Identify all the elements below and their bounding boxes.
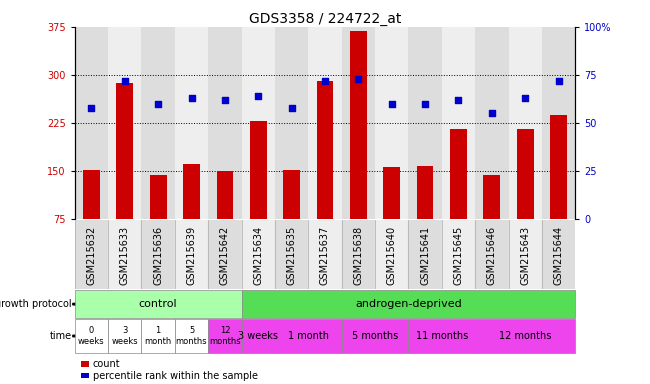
Point xyxy=(287,104,297,111)
Text: 3 weeks: 3 weeks xyxy=(239,331,278,341)
Bar xyxy=(150,175,166,219)
Bar xyxy=(83,170,100,219)
Point xyxy=(153,101,163,107)
Text: GSM215639: GSM215639 xyxy=(187,225,196,285)
Bar xyxy=(308,27,342,219)
Bar xyxy=(550,115,567,219)
Text: GSM215646: GSM215646 xyxy=(487,225,497,285)
Point xyxy=(453,97,463,103)
Point xyxy=(86,104,97,111)
Point xyxy=(487,110,497,116)
Bar xyxy=(484,175,501,219)
Bar xyxy=(116,83,133,219)
Text: GSM215636: GSM215636 xyxy=(153,225,163,285)
Text: GSM215644: GSM215644 xyxy=(554,225,564,285)
Bar xyxy=(442,27,475,219)
Bar xyxy=(517,129,534,219)
Point xyxy=(353,76,363,82)
Bar xyxy=(242,220,275,289)
Text: growth protocol: growth protocol xyxy=(0,299,72,309)
Bar xyxy=(142,27,175,219)
Point xyxy=(520,95,530,101)
Bar xyxy=(384,167,400,219)
Text: 12 months: 12 months xyxy=(499,331,551,341)
Point xyxy=(220,97,230,103)
Bar xyxy=(408,220,442,289)
Bar xyxy=(108,220,142,289)
Text: GSM215643: GSM215643 xyxy=(520,225,530,285)
Bar xyxy=(508,27,542,219)
Text: 3
weeks: 3 weeks xyxy=(112,326,138,346)
Text: 1 month: 1 month xyxy=(288,331,329,341)
Bar xyxy=(542,27,575,219)
Bar xyxy=(375,27,408,219)
Point xyxy=(120,78,130,84)
Text: time: time xyxy=(49,331,72,341)
Text: GSM215642: GSM215642 xyxy=(220,225,230,285)
Bar xyxy=(108,27,142,219)
Bar xyxy=(342,27,375,219)
Text: GSM215635: GSM215635 xyxy=(287,225,296,285)
Text: 1
month: 1 month xyxy=(144,326,172,346)
Bar xyxy=(75,27,108,219)
Text: 5
months: 5 months xyxy=(176,326,207,346)
Bar xyxy=(142,220,175,289)
Point xyxy=(320,78,330,84)
Bar xyxy=(308,220,342,289)
Bar xyxy=(508,220,542,289)
Bar xyxy=(216,171,233,219)
Text: 0
weeks: 0 weeks xyxy=(78,326,105,346)
Bar xyxy=(208,220,242,289)
Point xyxy=(187,95,197,101)
Bar xyxy=(250,121,266,219)
Text: GSM215633: GSM215633 xyxy=(120,225,130,285)
Text: control: control xyxy=(139,299,177,309)
Bar xyxy=(242,27,275,219)
Text: GSM215641: GSM215641 xyxy=(420,225,430,285)
Text: androgen-deprived: androgen-deprived xyxy=(355,299,462,309)
Bar xyxy=(442,220,475,289)
Point xyxy=(553,78,564,84)
Text: GSM215634: GSM215634 xyxy=(254,225,263,285)
Bar xyxy=(283,170,300,219)
Bar xyxy=(275,220,308,289)
Text: 5 months: 5 months xyxy=(352,331,398,341)
Text: 12
months: 12 months xyxy=(209,326,240,346)
Bar xyxy=(408,27,442,219)
Bar xyxy=(208,27,242,219)
Text: GDS3358 / 224722_at: GDS3358 / 224722_at xyxy=(249,12,401,25)
Point xyxy=(420,101,430,107)
Text: 11 months: 11 months xyxy=(415,331,468,341)
Bar xyxy=(450,129,467,219)
Bar xyxy=(542,220,575,289)
Bar xyxy=(375,220,408,289)
Text: percentile rank within the sample: percentile rank within the sample xyxy=(93,371,258,381)
Text: count: count xyxy=(93,359,120,369)
Text: GSM215640: GSM215640 xyxy=(387,225,396,285)
Bar xyxy=(75,220,108,289)
Bar xyxy=(317,81,333,219)
Point xyxy=(387,101,397,107)
Text: GSM215638: GSM215638 xyxy=(354,225,363,285)
Text: GSM215632: GSM215632 xyxy=(86,225,96,285)
Bar xyxy=(475,27,508,219)
Text: GSM215645: GSM215645 xyxy=(454,225,463,285)
Bar xyxy=(183,164,200,219)
Bar xyxy=(417,166,434,219)
Text: GSM215637: GSM215637 xyxy=(320,225,330,285)
Bar xyxy=(342,220,375,289)
Bar xyxy=(275,27,308,219)
Bar xyxy=(475,220,508,289)
Bar xyxy=(175,27,208,219)
Point xyxy=(253,93,263,99)
Bar xyxy=(175,220,208,289)
Bar xyxy=(350,31,367,219)
